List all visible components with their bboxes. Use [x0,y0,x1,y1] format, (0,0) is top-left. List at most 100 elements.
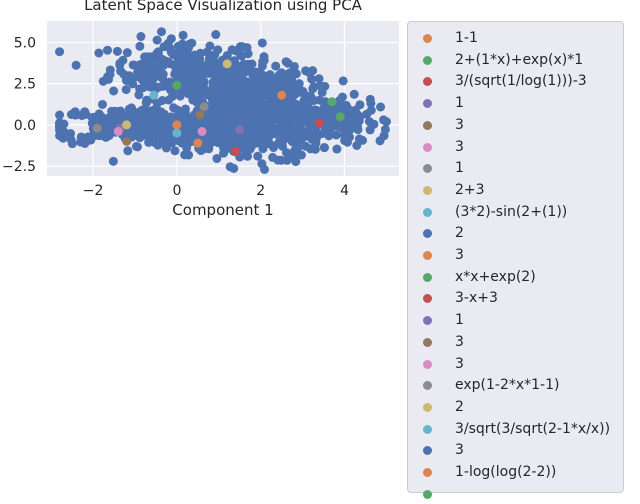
cloud-point [97,99,107,109]
cloud-point [311,138,321,148]
legend-marker [423,120,432,130]
legend-item: 2+(1*x)+exp(x)*1 [408,50,623,70]
series-point [149,90,159,100]
cloud-point [270,111,280,121]
cloud-point [207,129,217,139]
series-point [122,120,132,130]
cloud-point [213,119,223,129]
legend-label: 1 [455,95,464,112]
legend-label: 3 [455,116,464,133]
cloud-point [148,112,158,122]
legend-marker [423,207,432,217]
legend-item: 2+3 [408,180,623,200]
cloud-point [147,78,157,88]
cloud-point [307,74,317,84]
cloud-point [71,60,81,70]
legend-label: 1 [455,312,464,329]
cloud-point [369,119,379,129]
cloud-point [153,119,163,129]
cloud-point [136,32,146,42]
y-tick-label: −2.5 [2,159,36,175]
y-tick-label: 2.5 [14,77,36,93]
cloud-point [307,125,317,135]
legend-item: 2 [408,223,623,243]
cloud-point [291,135,301,145]
legend-marker [423,251,432,260]
cloud-point [257,159,267,169]
cloud-point [301,91,311,101]
cloud-point [354,134,364,144]
cloud-point [366,98,376,108]
cloud-point [55,47,65,57]
cloud-point [379,131,389,141]
cloud-point [156,27,166,37]
cloud-point [135,118,145,128]
legend-marker [423,294,432,304]
cloud-point [131,129,141,139]
series-point [113,126,123,136]
cloud-point [376,102,386,112]
cloud-point [87,113,97,123]
legend-item: 1 [408,310,623,330]
cloud-point [243,151,253,161]
legend-marker [423,337,432,347]
cloud-point [175,107,185,117]
x-axis-label: Component 1 [172,201,273,219]
cloud-point [220,105,230,115]
legend-marker [423,164,432,174]
legend-item: 3 [408,440,623,460]
legend-item: 3 [408,332,623,352]
cloud-point [135,41,145,51]
cloud-point [331,130,341,140]
cloud-point [228,127,238,137]
cloud-point [173,61,183,71]
cloud-point [203,68,213,78]
legend-label: (3*2)-sin(2+(1)) [455,203,568,220]
legend-label: 1-1 [455,30,478,46]
cloud-point [133,72,143,82]
legend-item: 3 [408,115,623,135]
series-point [256,107,266,117]
cloud-point [235,71,245,81]
cloud-point [153,47,163,57]
legend-item: 1 [408,158,623,178]
cloud-point [180,150,190,160]
cloud-point [289,61,299,71]
cloud-point [100,132,110,142]
legend-marker [423,55,432,65]
legend-label: 2 [455,225,464,242]
cloud-point [291,69,301,79]
legend-marker [423,316,432,326]
cloud-point [280,123,290,133]
cloud-point [158,69,168,79]
cloud-point [70,110,80,120]
cloud-point [231,59,241,69]
cloud-point [239,137,249,147]
cloud-point [140,72,150,82]
legend-label: exp(1-2*x*1-1) [455,377,560,394]
cloud-point [211,30,221,40]
cloud-point [152,35,162,45]
cloud-point [178,30,188,40]
cloud-point [110,108,120,118]
cloud-point [173,41,183,51]
cloud-point [196,146,206,156]
cloud-point [121,85,131,95]
cloud-point [170,146,180,156]
cloud-point [131,141,141,151]
legend-marker [423,185,432,195]
cloud-point [123,146,133,156]
legend-item: 3 [408,354,623,374]
legend-label: 3/(sqrt(1/log(1)))-3 [455,73,587,90]
series-point [327,97,337,107]
cloud-point [138,83,148,93]
legend-marker [423,142,432,152]
legend-item: 1-1 [408,28,623,48]
cloud-point [172,51,182,61]
legend-marker [423,34,432,43]
x-tick-label: 2 [256,183,265,199]
cloud-point [338,76,348,86]
y-tick-label: 5.0 [14,35,36,51]
legend-marker [423,381,432,391]
cloud-point [362,109,372,119]
